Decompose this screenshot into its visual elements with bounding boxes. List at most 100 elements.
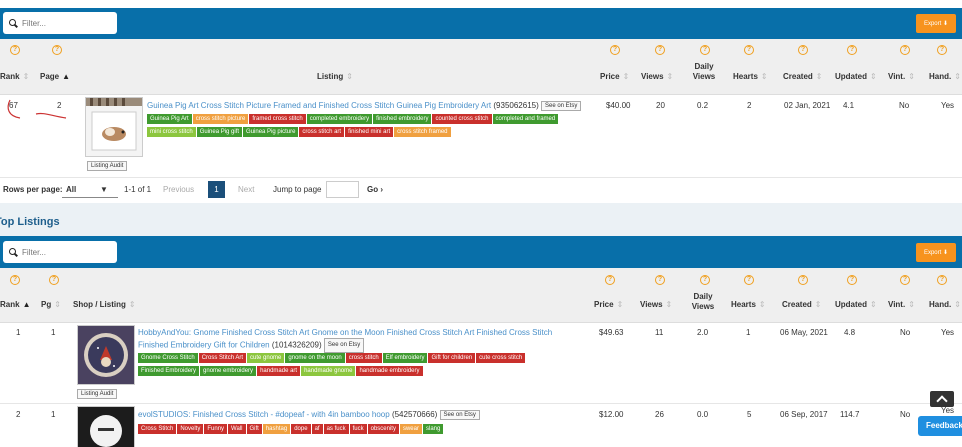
- tag-chip[interactable]: Funny: [204, 424, 228, 434]
- help-icon[interactable]: ?: [744, 275, 754, 285]
- help-icon[interactable]: ?: [900, 45, 910, 55]
- tag-chip[interactable]: af: [311, 424, 323, 434]
- feedback-button[interactable]: Feedback: [918, 416, 962, 436]
- tag-chip[interactable]: framed cross stitch: [249, 114, 306, 124]
- tag-chip[interactable]: finished mini art: [345, 127, 394, 137]
- tag-chip[interactable]: Novelty: [177, 424, 204, 434]
- tag-chip[interactable]: completed embroidery: [306, 114, 373, 124]
- filter-field-2[interactable]: [3, 241, 117, 263]
- previous-button[interactable]: Previous: [163, 185, 195, 194]
- help-icon[interactable]: ?: [10, 275, 20, 285]
- jump-to-page-input[interactable]: [326, 181, 359, 198]
- tag-chip[interactable]: handmade art: [257, 366, 301, 376]
- col-page[interactable]: Page ▲: [40, 72, 71, 81]
- tag-chip[interactable]: handmade embroidery: [356, 366, 423, 376]
- help-icon[interactable]: ?: [847, 45, 857, 55]
- tag-chip[interactable]: Cross Stitch: [138, 424, 177, 434]
- tag-chip[interactable]: Elf embroidery: [382, 353, 428, 363]
- tag-chip[interactable]: mini cross stitch: [147, 127, 196, 137]
- listing-link[interactable]: Guinea Pig Art Cross Stitch Picture Fram…: [147, 101, 492, 111]
- tag-chip[interactable]: cute gnome: [247, 353, 285, 363]
- col-daily-views[interactable]: Daily Views: [691, 292, 715, 311]
- col-price[interactable]: Price ⇕: [594, 300, 624, 309]
- listing-link[interactable]: Finished Cross Stitch - #dopeaf - with 4…: [192, 410, 390, 420]
- col-updated[interactable]: Updated ⇕: [835, 72, 877, 81]
- col-daily-views[interactable]: Daily Views: [692, 62, 716, 81]
- page-1-button[interactable]: 1: [208, 181, 225, 198]
- col-hand[interactable]: Hand. ⇕: [929, 72, 961, 81]
- help-icon[interactable]: ?: [937, 275, 947, 285]
- tag-chip[interactable]: obscenity: [367, 424, 399, 434]
- tag-chip[interactable]: Guinea Pig Art: [147, 114, 192, 124]
- tag-chip[interactable]: gnome on the moon: [285, 353, 345, 363]
- tag-chip[interactable]: cross stitch picture: [192, 114, 249, 124]
- col-created[interactable]: Created ⇕: [783, 72, 823, 81]
- col-hearts[interactable]: Hearts ⇕: [731, 300, 766, 309]
- tag-chip[interactable]: completed and framed: [492, 114, 559, 124]
- tag-chip[interactable]: Wall: [228, 424, 246, 434]
- col-created[interactable]: Created ⇕: [782, 300, 822, 309]
- help-icon[interactable]: ?: [937, 45, 947, 55]
- tag-chip[interactable]: cross stitch framed: [394, 127, 451, 137]
- col-vint[interactable]: Vint. ⇕: [888, 300, 915, 309]
- tag-chip[interactable]: dope: [291, 424, 311, 434]
- tag-chip[interactable]: finished embroidery: [373, 114, 432, 124]
- tag-chip[interactable]: Gnome Cross Stitch: [138, 353, 198, 363]
- export-button-1[interactable]: Export ⬇: [916, 14, 956, 33]
- help-icon[interactable]: ?: [700, 45, 710, 55]
- col-views[interactable]: Views ⇕: [640, 300, 673, 309]
- col-shop-listing[interactable]: Shop / Listing ⇕: [73, 300, 136, 309]
- help-icon[interactable]: ?: [52, 45, 62, 55]
- filter-field-1[interactable]: [3, 12, 117, 34]
- tag-chip[interactable]: cross stitch: [345, 353, 382, 363]
- shop-link[interactable]: evolSTUDIOS:: [138, 410, 191, 420]
- col-hearts[interactable]: Hearts ⇕: [733, 72, 768, 81]
- tag-chip[interactable]: slang: [422, 424, 444, 434]
- tag-chip[interactable]: cross stitch art: [299, 127, 345, 137]
- listing-thumbnail[interactable]: [77, 406, 135, 447]
- help-icon[interactable]: ?: [700, 275, 710, 285]
- tag-chip[interactable]: as fuck: [323, 424, 349, 434]
- col-updated[interactable]: Updated ⇕: [835, 300, 877, 309]
- see-on-etsy-button[interactable]: See on Etsy: [541, 101, 582, 111]
- col-pg[interactable]: Pg ⇕: [41, 300, 61, 309]
- col-views[interactable]: Views ⇕: [641, 72, 674, 81]
- tag-chip[interactable]: Gift for children: [428, 353, 476, 363]
- listing-audit-button[interactable]: Listing Audit: [87, 161, 128, 171]
- rows-per-page-select[interactable]: All ▼: [62, 181, 118, 198]
- help-icon[interactable]: ?: [744, 45, 754, 55]
- see-on-etsy-button[interactable]: See on Etsy: [323, 338, 365, 353]
- tag-chip[interactable]: Guinea Pig gift: [196, 127, 243, 137]
- help-icon[interactable]: ?: [900, 275, 910, 285]
- tag-chip[interactable]: gnome embroidery: [200, 366, 257, 376]
- tag-chip[interactable]: Guinea Pig picture: [243, 127, 299, 137]
- tag-chip[interactable]: swear: [399, 424, 422, 434]
- col-rank[interactable]: Rank ▲: [0, 300, 31, 309]
- help-icon[interactable]: ?: [847, 275, 857, 285]
- go-button[interactable]: Go ›: [367, 185, 383, 194]
- next-button[interactable]: Next: [238, 185, 255, 194]
- help-icon[interactable]: ?: [798, 45, 808, 55]
- col-listing[interactable]: Listing ⇕: [317, 72, 353, 81]
- col-hand[interactable]: Hand. ⇕: [929, 300, 961, 309]
- tag-chip[interactable]: cute cross stitch: [476, 353, 526, 363]
- help-icon[interactable]: ?: [10, 45, 20, 55]
- help-icon[interactable]: ?: [610, 45, 620, 55]
- help-icon[interactable]: ?: [605, 275, 615, 285]
- listing-thumbnail[interactable]: [77, 325, 135, 385]
- help-icon[interactable]: ?: [798, 275, 808, 285]
- help-icon[interactable]: ?: [655, 275, 665, 285]
- filter-input-2[interactable]: [22, 247, 102, 257]
- export-button-2[interactable]: Export ⬇: [916, 243, 956, 262]
- filter-input-1[interactable]: [22, 18, 102, 28]
- tag-chip[interactable]: handmade gnome: [301, 366, 356, 376]
- tag-chip[interactable]: hashtag: [262, 424, 291, 434]
- tag-chip[interactable]: Cross Stitch Art: [198, 353, 247, 363]
- listing-link[interactable]: Gnome Finished Cross Stitch Art Gnome on…: [138, 328, 553, 350]
- col-vint[interactable]: Vint. ⇕: [888, 72, 915, 81]
- tag-chip[interactable]: Gift: [246, 424, 262, 434]
- col-rank[interactable]: Rank ⇕: [0, 72, 30, 81]
- shop-link[interactable]: HobbyAndYou:: [138, 328, 192, 337]
- listing-thumbnail[interactable]: [85, 97, 143, 157]
- tag-chip[interactable]: Finished Embroidery: [138, 366, 200, 376]
